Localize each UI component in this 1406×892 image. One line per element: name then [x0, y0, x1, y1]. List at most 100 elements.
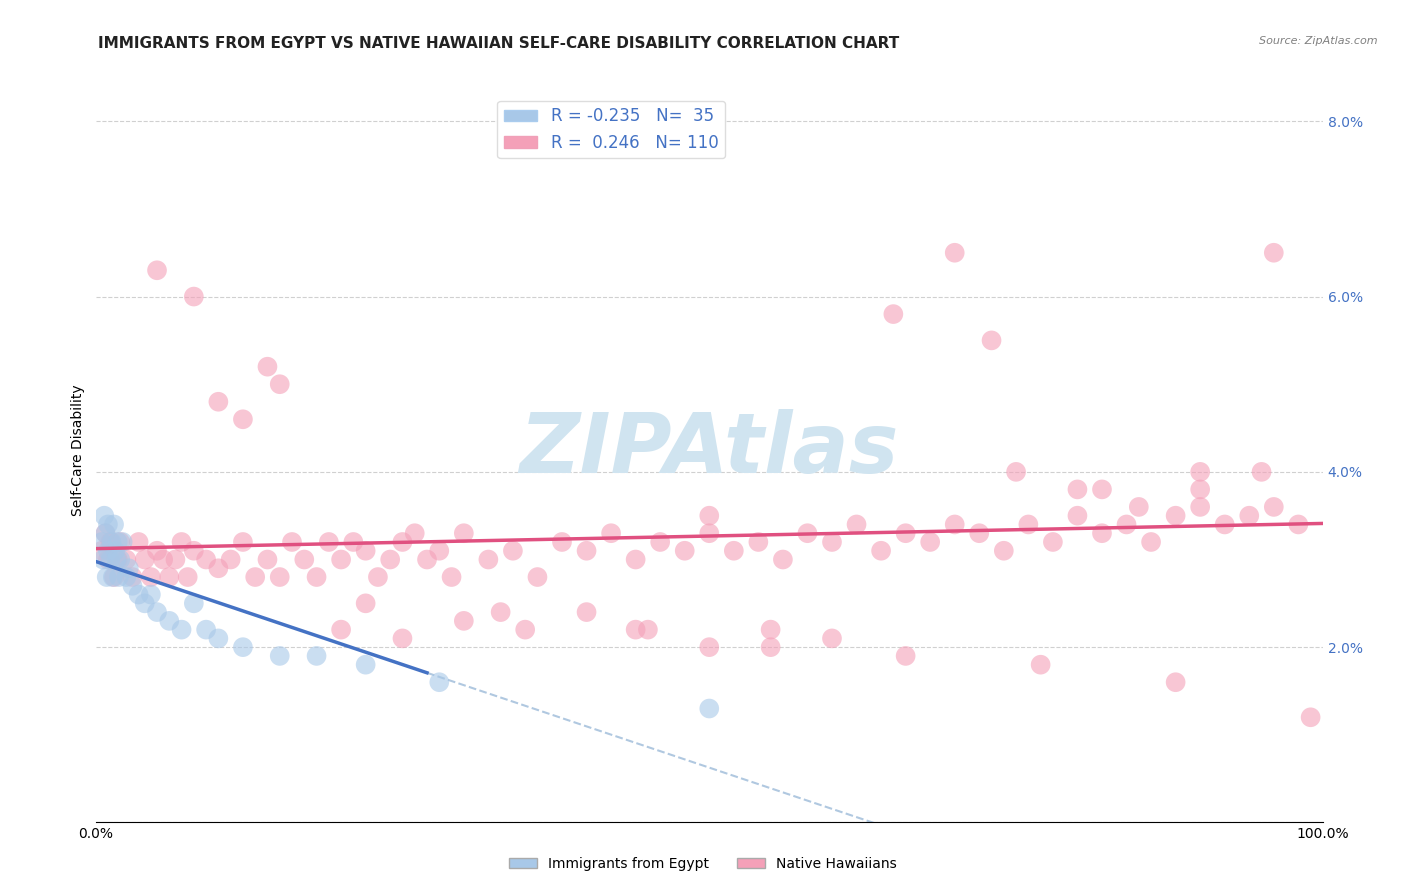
Point — [1164, 508, 1187, 523]
Point — [380, 552, 402, 566]
Point — [1164, 675, 1187, 690]
Point — [1263, 245, 1285, 260]
Point — [269, 570, 291, 584]
Point — [121, 570, 143, 584]
Point — [105, 552, 128, 566]
Point — [176, 570, 198, 584]
Point — [980, 334, 1002, 348]
Point — [118, 561, 141, 575]
Point — [207, 394, 229, 409]
Point — [94, 526, 117, 541]
Point — [115, 552, 138, 566]
Y-axis label: Self-Care Disability: Self-Care Disability — [72, 384, 86, 516]
Point — [747, 535, 769, 549]
Text: Source: ZipAtlas.com: Source: ZipAtlas.com — [1260, 36, 1378, 45]
Point — [624, 552, 647, 566]
Point — [1250, 465, 1272, 479]
Point — [100, 535, 122, 549]
Point — [697, 508, 720, 523]
Point — [354, 657, 377, 672]
Point — [821, 632, 844, 646]
Point — [391, 632, 413, 646]
Point — [796, 526, 818, 541]
Point — [759, 640, 782, 655]
Point — [575, 605, 598, 619]
Point — [882, 307, 904, 321]
Point — [146, 263, 169, 277]
Point — [96, 570, 118, 584]
Point — [1140, 535, 1163, 549]
Point — [146, 543, 169, 558]
Point — [139, 570, 162, 584]
Point — [269, 648, 291, 663]
Point — [967, 526, 990, 541]
Point — [330, 552, 353, 566]
Point — [108, 570, 131, 584]
Point — [637, 623, 659, 637]
Point — [1017, 517, 1039, 532]
Point — [1091, 483, 1114, 497]
Point — [650, 535, 672, 549]
Point — [367, 570, 389, 584]
Point — [245, 570, 267, 584]
Point — [1286, 517, 1309, 532]
Point — [101, 570, 124, 584]
Point — [256, 359, 278, 374]
Point — [759, 623, 782, 637]
Point — [121, 579, 143, 593]
Point — [1189, 483, 1212, 497]
Point — [100, 535, 122, 549]
Text: ZIPAtlas: ZIPAtlas — [520, 409, 898, 491]
Point — [1189, 465, 1212, 479]
Point — [1115, 517, 1137, 532]
Point — [697, 526, 720, 541]
Point — [1005, 465, 1028, 479]
Point — [281, 535, 304, 549]
Point — [94, 526, 117, 541]
Point — [993, 543, 1015, 558]
Point — [440, 570, 463, 584]
Point — [232, 535, 254, 549]
Point — [1042, 535, 1064, 549]
Point — [104, 543, 127, 558]
Point — [515, 623, 537, 637]
Point — [232, 412, 254, 426]
Point — [575, 543, 598, 558]
Point — [134, 552, 156, 566]
Point — [183, 543, 205, 558]
Point — [453, 614, 475, 628]
Point — [1091, 526, 1114, 541]
Point — [128, 588, 150, 602]
Point — [354, 543, 377, 558]
Point — [354, 596, 377, 610]
Point — [111, 535, 134, 549]
Point — [697, 701, 720, 715]
Point — [1239, 508, 1261, 523]
Point — [128, 535, 150, 549]
Point — [107, 552, 129, 566]
Point — [821, 535, 844, 549]
Point — [673, 543, 696, 558]
Point — [219, 552, 242, 566]
Point — [103, 570, 125, 584]
Point — [427, 543, 450, 558]
Point — [90, 543, 112, 558]
Legend: Immigrants from Egypt, Native Hawaiians: Immigrants from Egypt, Native Hawaiians — [503, 851, 903, 876]
Point — [477, 552, 499, 566]
Point — [318, 535, 340, 549]
Point — [165, 552, 187, 566]
Point — [269, 377, 291, 392]
Point — [108, 552, 131, 566]
Point — [157, 570, 180, 584]
Point — [697, 640, 720, 655]
Point — [170, 623, 193, 637]
Point — [1128, 500, 1150, 514]
Point — [305, 570, 328, 584]
Point — [256, 552, 278, 566]
Point — [207, 561, 229, 575]
Point — [526, 570, 548, 584]
Point — [134, 596, 156, 610]
Point — [108, 535, 131, 549]
Point — [502, 543, 524, 558]
Point — [330, 623, 353, 637]
